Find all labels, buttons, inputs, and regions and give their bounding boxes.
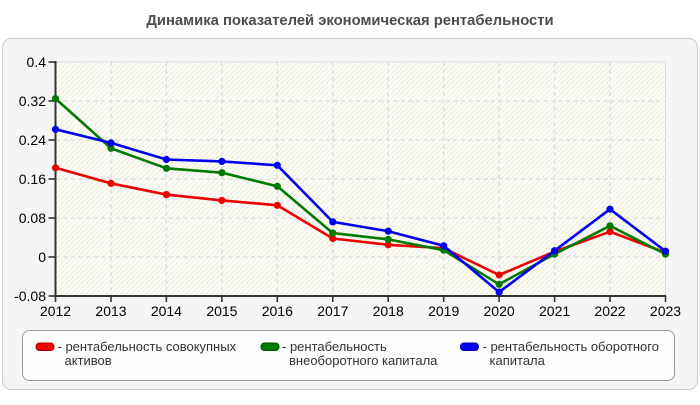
svg-text:0: 0: [38, 249, 46, 265]
svg-text:активов: активов: [65, 353, 112, 368]
svg-text:2012: 2012: [40, 303, 71, 319]
svg-text:2015: 2015: [206, 303, 237, 319]
svg-text:0.16: 0.16: [19, 171, 46, 187]
svg-text:2014: 2014: [151, 303, 182, 319]
svg-text:0.32: 0.32: [19, 93, 46, 109]
svg-text:2019: 2019: [428, 303, 459, 319]
svg-text:-0.08: -0.08: [14, 288, 46, 304]
svg-text:Динамика показателей экономиче: Динамика показателей экономическая рента…: [146, 13, 553, 29]
svg-text:2023: 2023: [650, 303, 681, 319]
svg-text:2013: 2013: [95, 303, 126, 319]
svg-text:внеоборотного капитала: внеоборотного капитала: [289, 353, 438, 368]
svg-text:2020: 2020: [484, 303, 515, 319]
svg-text:0.4: 0.4: [27, 54, 47, 70]
svg-text:0.24: 0.24: [19, 132, 46, 148]
svg-text:2018: 2018: [373, 303, 404, 319]
svg-text:2016: 2016: [262, 303, 293, 319]
svg-text:- рентабельность оборотного: - рентабельность оборотного: [483, 339, 659, 354]
svg-text:2021: 2021: [539, 303, 570, 319]
svg-text:- рентабельность: - рентабельность: [282, 339, 387, 354]
svg-text:капитала: капитала: [490, 353, 546, 368]
svg-text:- рентабельность совокупных: - рентабельность совокупных: [58, 339, 237, 354]
svg-text:2017: 2017: [317, 303, 348, 319]
svg-text:0.08: 0.08: [19, 210, 46, 226]
svg-text:2022: 2022: [594, 303, 625, 319]
